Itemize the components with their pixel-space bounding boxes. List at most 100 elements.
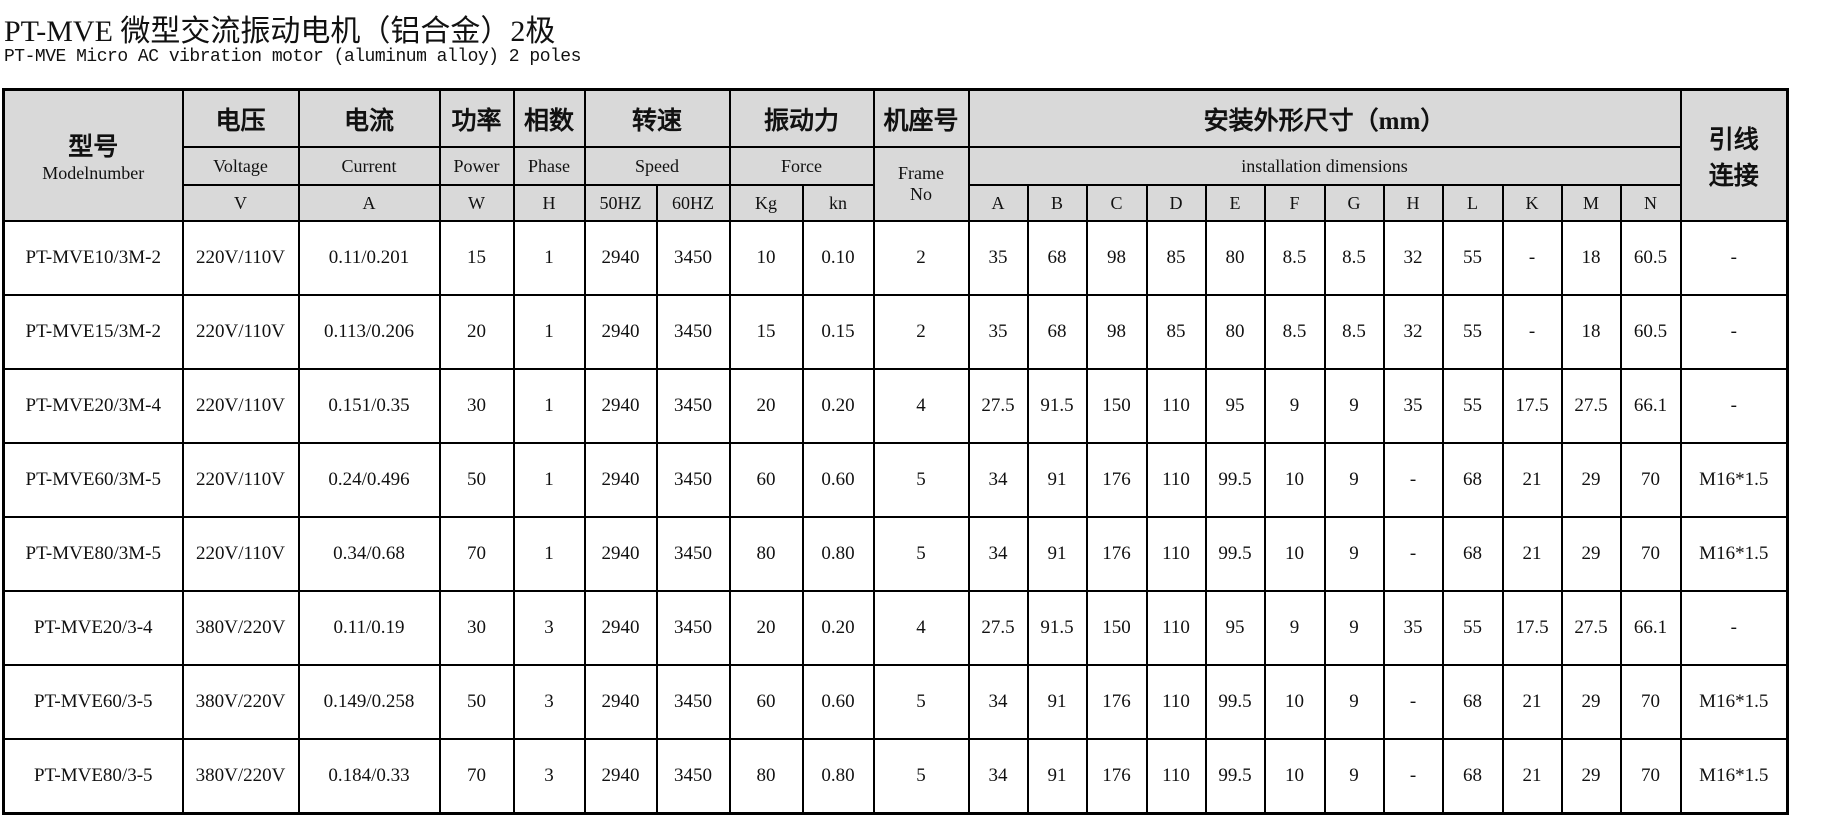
- table-cell: 98: [1085, 220, 1148, 296]
- table-cell: 1: [512, 220, 586, 296]
- table-row: PT-MVE60/3M-5 220V/110V 0.24/0.496 50 1 2940 3…: [2, 442, 1789, 518]
- table-cell: 85: [1145, 294, 1207, 370]
- table-cell: 30: [438, 368, 515, 444]
- table-cell: 3450: [655, 738, 731, 815]
- table-cell: 91: [1026, 738, 1088, 815]
- table-cell: -: [1382, 516, 1444, 592]
- table-cell: 0.15: [801, 294, 875, 370]
- table-cell: 80: [1204, 294, 1266, 370]
- header-frame-en: Frame No: [872, 146, 970, 222]
- table-cell: 68: [1441, 664, 1504, 740]
- table-cell: 29: [1560, 664, 1622, 740]
- table-cell: 110: [1145, 738, 1207, 815]
- table-cell: 17.5: [1501, 590, 1563, 666]
- table-cell: 5: [872, 738, 970, 815]
- table-cell: 91: [1026, 442, 1088, 518]
- table-row: PT-MVE20/3M-4 220V/110V 0.151/0.35 30 1 2940 3…: [2, 368, 1789, 444]
- table-cell: M16*1.5: [1679, 738, 1789, 815]
- header-power-zh: 功率: [438, 88, 515, 148]
- table-cell: 32: [1382, 220, 1444, 296]
- page-title: PT-MVE 微型交流振动电机（铝合金）2极: [4, 15, 556, 48]
- table-cell: 99.5: [1204, 516, 1266, 592]
- table-cell: PT-MVE10/3M-2: [2, 220, 184, 296]
- table-cell: 110: [1145, 442, 1207, 518]
- header-lead-zh1: 引线: [1708, 126, 1759, 154]
- table-cell: 29: [1560, 738, 1622, 815]
- table-cell: 10: [1263, 516, 1326, 592]
- header-speed-zh: 转速: [583, 88, 731, 148]
- dim-col-n: N: [1619, 184, 1682, 222]
- table-cell: 0.149/0.258: [297, 664, 441, 740]
- header-dims-zh: 安装外形尺寸（mm）: [967, 88, 1682, 148]
- table-cell: 10: [1263, 442, 1326, 518]
- table-cell: 55: [1441, 368, 1504, 444]
- unit-power: W: [438, 184, 515, 222]
- table-cell: 380V/220V: [181, 738, 300, 815]
- table-cell: 70: [1619, 738, 1682, 815]
- unit-force-kg: Kg: [728, 184, 804, 222]
- table-cell: 29: [1560, 516, 1622, 592]
- table-cell: 0.20: [801, 590, 875, 666]
- table-cell: 80: [1204, 220, 1266, 296]
- table-cell: 55: [1441, 294, 1504, 370]
- table-cell: 1: [512, 442, 586, 518]
- table-cell: 220V/110V: [181, 442, 300, 518]
- table-cell: 68: [1441, 516, 1504, 592]
- table-cell: 0.184/0.33: [297, 738, 441, 815]
- table-cell: 34: [967, 516, 1029, 592]
- table-cell: 176: [1085, 442, 1148, 518]
- table-cell: 91: [1026, 664, 1088, 740]
- table-cell: 1: [512, 516, 586, 592]
- table-cell: 2940: [583, 590, 658, 666]
- dim-col-a: A: [967, 184, 1029, 222]
- dim-col-f: F: [1263, 184, 1326, 222]
- table-cell: 18: [1560, 220, 1622, 296]
- table-cell: 21: [1501, 738, 1563, 815]
- table-cell: 66.1: [1619, 368, 1682, 444]
- table-cell: 70: [1619, 516, 1682, 592]
- table-cell: 10: [1263, 738, 1326, 815]
- table-cell: 0.80: [801, 516, 875, 592]
- table-cell: 0.34/0.68: [297, 516, 441, 592]
- table-cell: 3450: [655, 664, 731, 740]
- table-cell: 91: [1026, 516, 1088, 592]
- table-cell: 4: [872, 368, 970, 444]
- unit-voltage: V: [181, 184, 300, 222]
- table-cell: 95: [1204, 368, 1266, 444]
- table-cell: 68: [1441, 738, 1504, 815]
- table-cell: 176: [1085, 664, 1148, 740]
- table-cell: 68: [1026, 294, 1088, 370]
- table-cell: PT-MVE80/3M-5: [2, 516, 184, 592]
- table-cell: 3450: [655, 442, 731, 518]
- table-cell: -: [1382, 738, 1444, 815]
- table-cell: 2940: [583, 368, 658, 444]
- table-cell: 8.5: [1323, 220, 1385, 296]
- table-cell: 2940: [583, 294, 658, 370]
- header-current-zh: 电流: [297, 88, 441, 148]
- table-cell: 17.5: [1501, 368, 1563, 444]
- table-cell: 8.5: [1263, 220, 1326, 296]
- dim-col-g: G: [1323, 184, 1385, 222]
- header-voltage-zh: 电压: [181, 88, 300, 148]
- table-cell: 60.5: [1619, 220, 1682, 296]
- table-cell: 34: [967, 664, 1029, 740]
- table-cell: 99.5: [1204, 664, 1266, 740]
- dim-col-c: C: [1085, 184, 1148, 222]
- header-model: 型号 Modelnumber: [2, 88, 184, 222]
- table-cell: 80: [728, 516, 804, 592]
- table-cell: 99.5: [1204, 442, 1266, 518]
- table-cell: 91.5: [1026, 368, 1088, 444]
- spec-table: 型号 Modelnumber 电压 电流 功率 相数 转速 振动力 机座号 安装…: [2, 88, 1789, 815]
- table-cell: 2: [872, 220, 970, 296]
- table-cell: 3: [512, 590, 586, 666]
- table-cell: 0.20: [801, 368, 875, 444]
- table-cell: 176: [1085, 738, 1148, 815]
- table-cell: 1: [512, 294, 586, 370]
- dim-col-m: M: [1560, 184, 1622, 222]
- unit-current: A: [297, 184, 441, 222]
- table-cell: 2940: [583, 220, 658, 296]
- dim-col-e: E: [1204, 184, 1266, 222]
- table-cell: 220V/110V: [181, 516, 300, 592]
- table-cell: 9: [1323, 664, 1385, 740]
- table-cell: 35: [1382, 590, 1444, 666]
